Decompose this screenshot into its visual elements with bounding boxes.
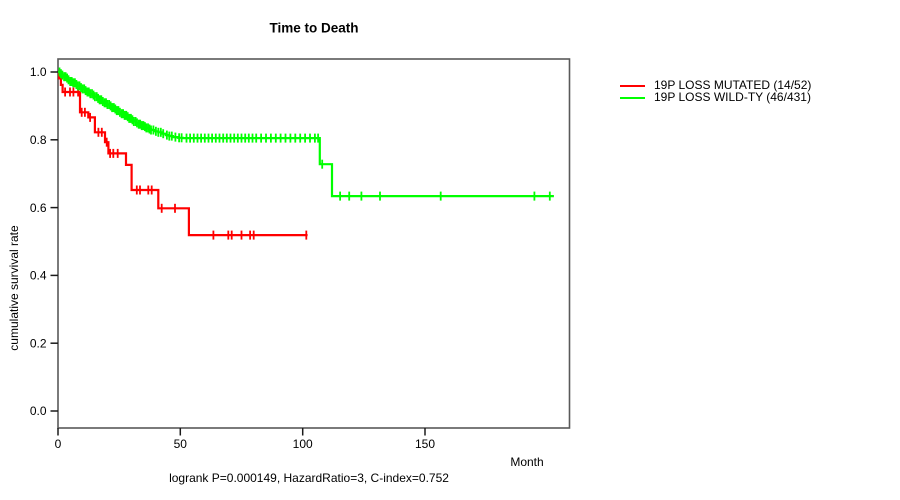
legend-label-mutated: 19P LOSS MUTATED (14/52) xyxy=(654,78,812,92)
y-axis-label: cumulative survival rate xyxy=(7,225,21,351)
y-tick-label: 0.0 xyxy=(30,404,47,418)
x-tick-label: 0 xyxy=(55,437,62,451)
legend-entry-mutated: 19P LOSS MUTATED (14/52) xyxy=(620,78,812,92)
legend-line-green-icon xyxy=(620,96,645,99)
y-tick-label: 0.8 xyxy=(30,133,47,147)
legend: 19P LOSS MUTATED (14/52) 19P LOSS WILD-T… xyxy=(620,78,812,104)
x-axis-label: Month xyxy=(510,455,544,469)
plot-title: Time to Death xyxy=(269,20,359,36)
x-tick-label: 100 xyxy=(293,437,313,451)
y-tick-label: 0.2 xyxy=(30,336,47,350)
legend-entry-wildtype: 19P LOSS WILD-TY (46/431) xyxy=(620,89,811,104)
x-tick-label: 50 xyxy=(174,437,188,451)
y-tick-label: 0.6 xyxy=(30,201,47,215)
legend-line-red-icon xyxy=(620,84,645,87)
stats-annotation: logrank P=0.000149, HazardRatio=3, C-ind… xyxy=(169,471,449,485)
y-tick-label: 1.0 xyxy=(30,65,47,79)
x-tick-label: 150 xyxy=(415,437,435,451)
km-curve-mutated xyxy=(57,70,308,237)
plot-box xyxy=(57,58,571,429)
legend-label-wildtype: 19P LOSS WILD-TY (46/431) xyxy=(654,89,811,104)
y-tick-label: 0.4 xyxy=(30,269,47,283)
